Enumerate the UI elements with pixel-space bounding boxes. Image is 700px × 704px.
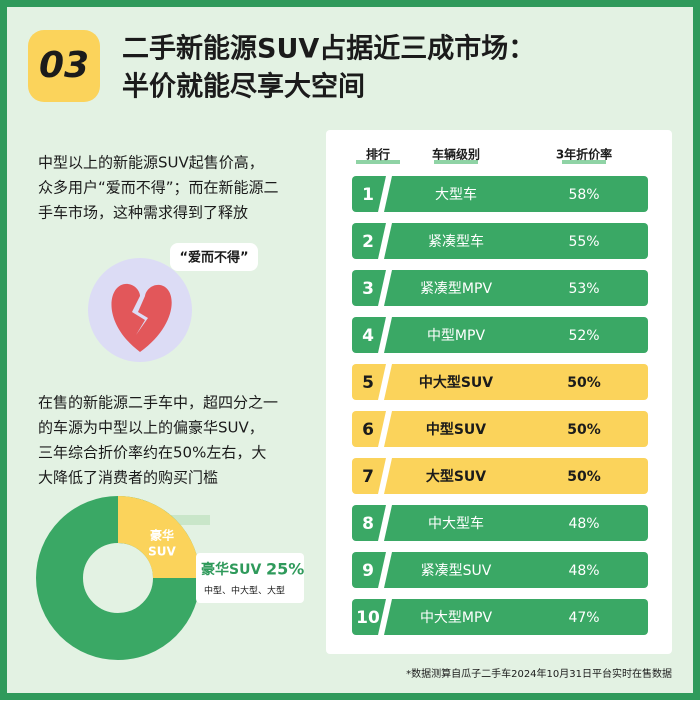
segment-label: 豪华 [150,528,174,543]
rank: 10 [356,608,380,628]
row-divider [378,317,392,353]
vehicle-class: 紧凑型车 [428,233,484,250]
row-bg [352,599,648,635]
rank: 4 [362,326,374,346]
vehicle-class: 大型车 [435,186,477,203]
row-bg [352,505,648,541]
header-underline [562,160,606,164]
depreciation-rate: 50% [567,375,601,391]
detail-line: 在售的新能源二手车中，超四分之一 [38,394,278,412]
row-bg [352,176,648,212]
donut-label-bg [196,553,304,603]
row-bg [352,364,648,400]
row-bg [352,411,648,447]
vehicle-class: 中型MPV [427,328,486,344]
depreciation-rate: 50% [567,422,601,438]
header-underline [434,160,478,164]
depreciation-rate: 48% [568,516,599,532]
vehicle-class: 中大型MPV [420,610,493,626]
intro-line: 中型以上的新能源SUV起售价高， [38,154,264,172]
row-bg [352,317,648,353]
rank: 2 [362,232,374,252]
row-bg [352,552,648,588]
donut-label: 豪华SUV [201,561,261,578]
donut-value: 25% [266,560,304,579]
depreciation-rate: 52% [568,328,599,344]
vehicle-class: 中大型车 [428,515,484,532]
rank: 8 [362,514,374,534]
detail-line: 三年综合折价率约在50%左右，大 [38,444,266,462]
rank: 5 [362,373,374,393]
bubble [170,243,258,271]
row-divider [378,176,392,212]
column-header: 3年折价率 [556,147,612,162]
depreciation-rate: 47% [568,610,599,626]
column-header: 车辆级别 [432,147,480,162]
depreciation-rate: 55% [568,234,599,250]
header-underline [356,160,400,164]
heart [111,283,172,352]
rank: 7 [362,467,374,487]
title: 二手新能源SUV占据近三成市场： [122,33,535,65]
row-divider [378,223,392,259]
intro-line: 手车市场，这种需求得到了释放 [38,204,248,222]
rank: 6 [362,420,374,440]
detail-line: 大降低了消费者的购买门槛 [38,469,218,487]
column-header: 排行 [366,147,390,162]
badge [28,30,100,102]
depreciation-rate: 50% [567,469,601,485]
rank: 1 [362,185,374,205]
row-divider [378,599,392,635]
row-bg [352,458,648,494]
donut-note: 中型、中大型、大型 [204,585,285,597]
vehicle-class: 中大型SUV [419,374,493,391]
row-divider [378,364,392,400]
row-divider [378,270,392,306]
row-bg [352,270,648,306]
title: 半价就能尽享大空间 [122,71,365,103]
row-divider [378,411,392,447]
donut-segment [118,496,200,578]
depreciation-rate: 58% [568,187,599,203]
depreciation-rate: 53% [568,281,599,297]
badge-text: 03 [39,45,89,86]
intro-line: 众多用户“爱而不得”；而在新能源二 [38,179,279,197]
vehicle-class: 中型SUV [426,421,486,438]
rank: 3 [362,279,374,299]
segment-label: SUV [148,545,176,559]
row-divider [378,458,392,494]
footnote: *数据测算自瓜子二手车2024年10月31日平台实时在售数据 [406,667,672,680]
rank: 9 [362,561,374,581]
bubble-text: “爱而不得” [179,250,248,266]
detail-line: 的车源为中型以上的偏豪华SUV， [38,419,264,437]
vehicle-class: 大型SUV [426,468,486,485]
row-bg [352,223,648,259]
depreciation-rate: 48% [568,563,599,579]
vehicle-class: 紧凑型SUV [421,562,492,579]
row-divider [378,505,392,541]
row-divider [378,552,392,588]
vehicle-class: 紧凑型MPV [420,280,493,297]
